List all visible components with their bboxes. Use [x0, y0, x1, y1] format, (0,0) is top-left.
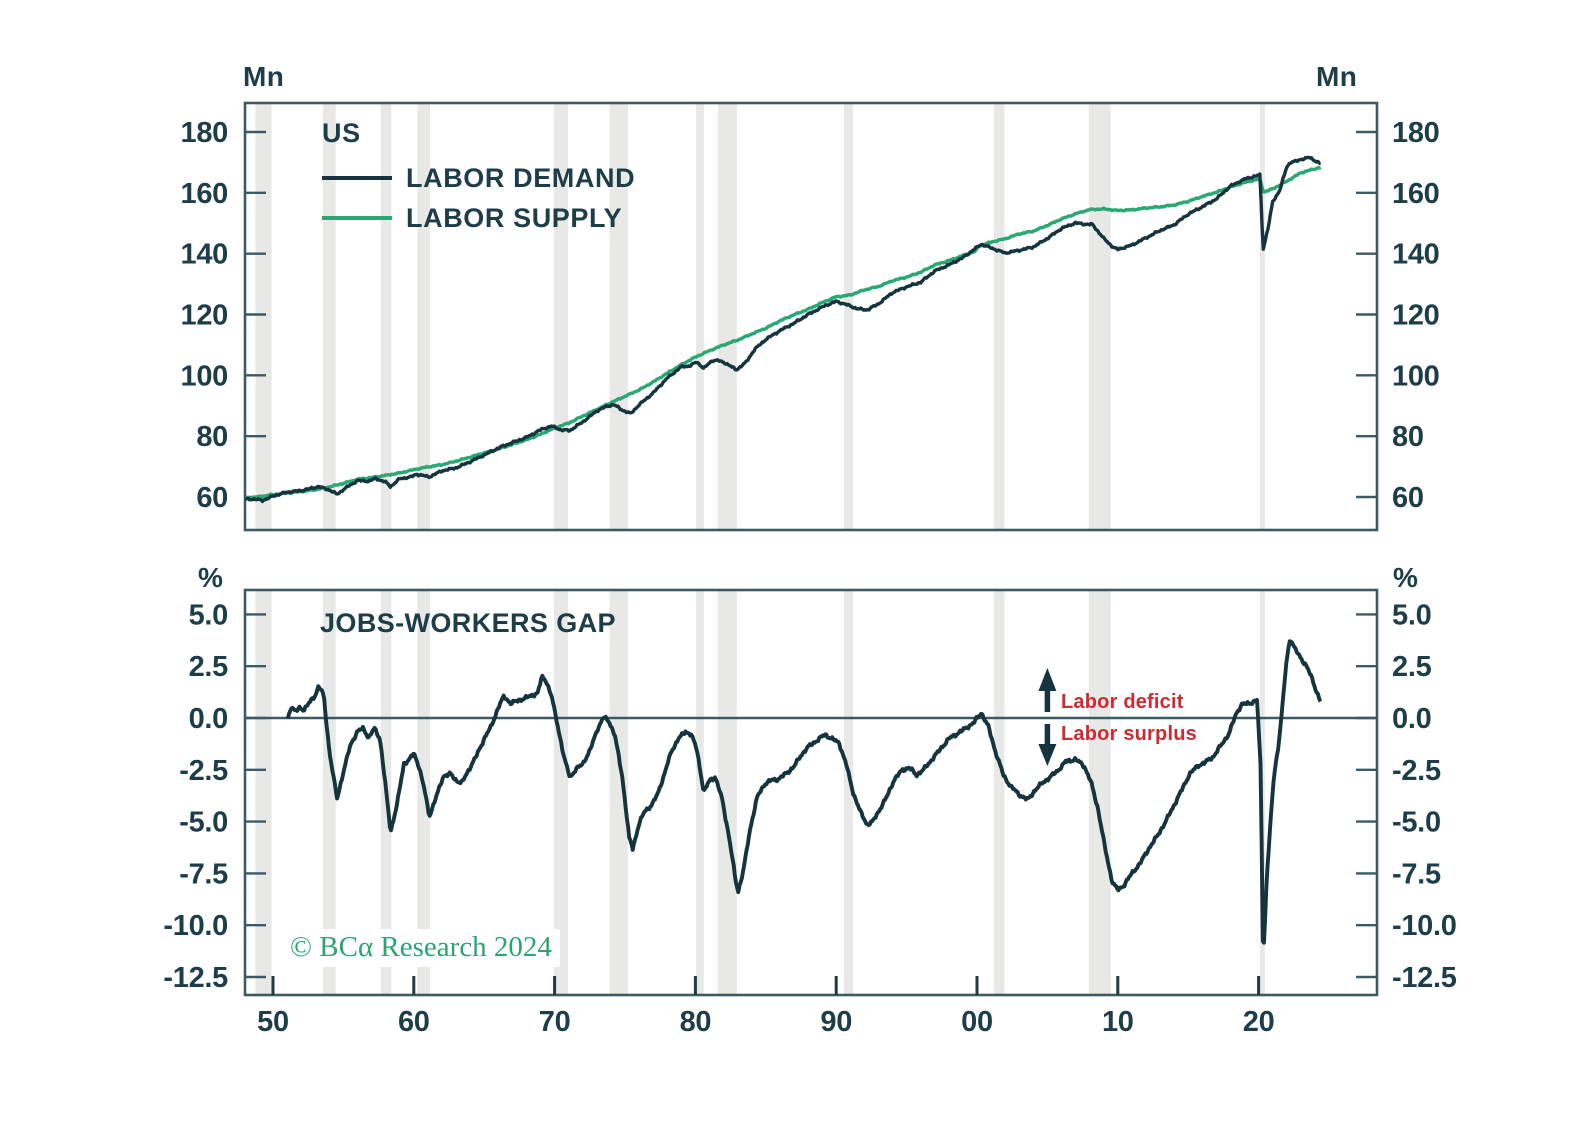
y-tick-label: -2.5	[1392, 755, 1441, 787]
recession-band	[609, 590, 628, 995]
recession-band	[609, 103, 628, 530]
recession-band	[380, 103, 392, 530]
y-tick-label: 60	[1392, 482, 1424, 514]
panel-border	[243, 588, 1379, 997]
y-tick-label: 120	[181, 300, 229, 332]
y-tick-label: 160	[181, 178, 229, 210]
y-tick-label: 0.0	[189, 703, 228, 735]
labor-demand-line	[245, 155, 1322, 504]
x-tick-label: 90	[820, 1006, 852, 1038]
recession-band	[843, 590, 854, 995]
y-tick-label: 5.0	[189, 599, 228, 631]
legend: US LABOR DEMAND LABOR SUPPLY	[322, 118, 635, 238]
recession-band	[1088, 103, 1111, 530]
recession-band	[993, 103, 1005, 530]
labor-supply-label: LABOR SUPPLY	[406, 202, 623, 233]
labor-supply-line	[245, 165, 1322, 500]
y-tick-label: 100	[181, 360, 229, 392]
recession-band	[717, 103, 737, 530]
recession-band	[696, 590, 704, 995]
y-tick-label: 2.5	[1392, 651, 1432, 683]
bottom-left-unit-label: %	[198, 562, 224, 593]
recession-band	[323, 103, 336, 530]
recession-band	[417, 103, 430, 530]
y-tick-label: -10.0	[163, 910, 228, 942]
y-tick-label: -10.0	[1392, 910, 1457, 942]
recession-band	[993, 590, 1005, 995]
x-tick-label: 10	[1102, 1006, 1134, 1038]
recession-band	[553, 590, 568, 995]
recession-band	[717, 590, 737, 995]
y-tick-label: 2.5	[189, 651, 229, 683]
x-tick-label: 00	[961, 1006, 993, 1038]
recession-band	[843, 103, 854, 530]
y-tick-label: -2.5	[179, 755, 228, 787]
recession-band	[696, 103, 704, 530]
y-tick-label: -7.5	[1392, 858, 1441, 890]
recession-band	[255, 103, 272, 530]
y-tick-label: -12.5	[1392, 962, 1457, 994]
top-left-unit-label: Mn	[243, 61, 285, 92]
labor-deficit-annotation: Labor deficit	[1061, 691, 1184, 713]
y-tick-label: -12.5	[163, 962, 228, 994]
labor-surplus-annotation: Labor surplus	[1061, 723, 1197, 745]
recession-band	[1088, 590, 1111, 995]
x-tick-label: 80	[680, 1006, 712, 1038]
x-tick-label: 70	[539, 1006, 571, 1038]
bottom-panel-title: JOBS-WORKERS GAP	[320, 608, 616, 638]
y-tick-label: 180	[181, 117, 229, 149]
x-tick-label: 50	[257, 1006, 289, 1038]
up-arrow-head	[1038, 668, 1057, 691]
labor-demand-label: LABOR DEMAND	[406, 162, 636, 193]
y-tick-label: 60	[196, 482, 228, 514]
x-tick-label: 20	[1243, 1006, 1275, 1038]
y-tick-label: 100	[1392, 360, 1440, 392]
y-tick-label: -5.0	[179, 807, 228, 839]
y-tick-label: 140	[1392, 239, 1440, 271]
gap-line	[285, 639, 1323, 945]
copyright-text: © BCα Research 2024	[286, 929, 560, 967]
y-tick-label: -7.5	[179, 858, 228, 890]
legend-item-labor-supply: LABOR SUPPLY	[322, 198, 635, 238]
down-arrow-head	[1038, 744, 1057, 766]
bottom-right-unit-label: %	[1393, 562, 1419, 593]
y-tick-label: 180	[1392, 117, 1440, 149]
labor-demand-swatch	[322, 176, 392, 180]
labor-supply-swatch	[322, 216, 392, 220]
y-tick-label: 0.0	[1392, 703, 1431, 735]
recession-band	[255, 590, 272, 995]
legend-title: US	[322, 118, 361, 148]
y-tick-label: 120	[1392, 300, 1440, 332]
panel-border	[243, 101, 1379, 532]
y-tick-label: 5.0	[1392, 599, 1431, 631]
y-tick-label: -5.0	[1392, 807, 1441, 839]
top-right-unit-label: Mn	[1316, 61, 1358, 92]
y-tick-label: 140	[181, 239, 229, 271]
legend-item-labor-demand: LABOR DEMAND	[322, 158, 635, 198]
x-tick-label: 60	[398, 1006, 430, 1038]
recession-band	[323, 590, 336, 995]
recession-band	[1260, 103, 1265, 530]
y-tick-label: 80	[1392, 421, 1424, 453]
y-tick-label: 160	[1392, 178, 1440, 210]
y-tick-label: 80	[196, 421, 228, 453]
